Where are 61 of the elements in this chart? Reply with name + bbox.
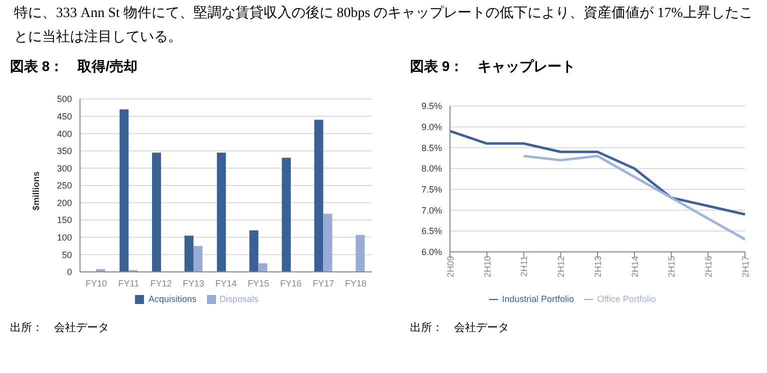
y-tick-label: 7.5% [421, 184, 442, 195]
bar [314, 120, 324, 272]
text: 出所： 会社データ [10, 321, 110, 335]
x-tick-label: 2H10 [482, 256, 492, 278]
y-tick-label: 0 [66, 267, 72, 278]
y-tick-label: 6.5% [421, 226, 442, 236]
x-tick-label: 2H16 [704, 256, 714, 278]
line-series [522, 154, 746, 241]
x-tick-label: FY13 [182, 278, 204, 288]
y-tick-label: 8.5% [421, 142, 442, 153]
y-tick-label: 300 [56, 163, 72, 174]
x-tick-label: 2H13 [592, 256, 603, 278]
x-tick-label: FY14 [215, 278, 237, 288]
x-tick-label: 2H09 [445, 256, 456, 278]
legend-label: Disposals [220, 294, 259, 304]
x-tick-label: 2H14 [630, 256, 640, 278]
bar [96, 269, 106, 272]
chart-title: 図表 9： キャップレート [410, 58, 577, 76]
text: 出所： 会社データ [410, 321, 510, 335]
y-tick-label: 500 [56, 94, 72, 104]
y-tick-label: 150 [56, 215, 72, 226]
bar [120, 109, 129, 272]
y-tick-label: 8.0% [421, 164, 442, 174]
bar [323, 214, 332, 272]
bar [356, 234, 365, 272]
x-tick-label: FY17 [312, 278, 334, 288]
x-tick-label: FY16 [280, 278, 302, 288]
y-tick-label: 450 [56, 111, 72, 122]
x-tick-label: 2H11 [519, 256, 530, 277]
y-tick-label: 200 [56, 198, 72, 208]
legend-label: Acquisitions [148, 294, 196, 304]
x-tick-label: FY10 [85, 278, 107, 288]
y-tick-label: 9.5% [421, 101, 442, 112]
line-series [448, 130, 746, 216]
y-tick-label: 400 [56, 128, 72, 139]
text: 特に、333 Ann St 物件にて、堅調な賃貸収入の後に 80bps のキャップレートの低下により、資産価値が 17%上昇したことに当社は注目している。 [14, 4, 754, 47]
bar [152, 152, 162, 272]
bar [184, 236, 194, 272]
bar [249, 230, 258, 272]
x-tick-label: FY18 [345, 278, 367, 288]
bar [216, 152, 226, 272]
y-tick-label: 9.0% [421, 122, 442, 132]
chart-title: 図表 8： 取得/売却 [10, 58, 139, 76]
x-tick-label: 2H12 [556, 256, 566, 278]
legend-label: Industrial Portfolio [502, 294, 574, 304]
y-tick-label: 100 [56, 232, 72, 242]
y-tick-label: 7.0% [421, 205, 442, 216]
y-axis-title: $millions [31, 171, 42, 210]
y-tick-label: 50 [62, 250, 72, 260]
bar [193, 246, 202, 272]
x-tick-label: FY15 [248, 278, 270, 288]
y-tick-label: 250 [56, 180, 72, 191]
x-tick-label: FY12 [150, 278, 172, 288]
y-tick-label: 6.0% [421, 247, 442, 258]
x-tick-label: 2H17 [740, 256, 750, 278]
x-tick-label: FY11 [118, 278, 140, 288]
bar [258, 263, 268, 272]
x-tick-label: 2H15 [666, 256, 677, 278]
legend-label: Office Portfolio [597, 294, 656, 304]
y-tick-label: 350 [56, 146, 72, 156]
bar [282, 158, 291, 272]
